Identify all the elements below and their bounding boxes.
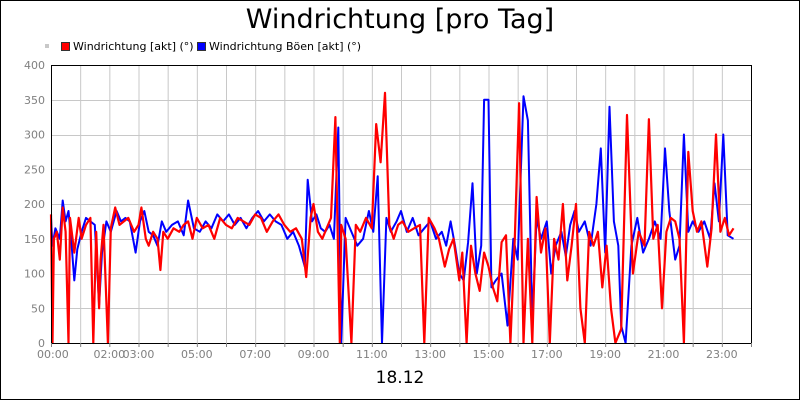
- x-tick-label: 00:00: [37, 348, 69, 361]
- y-tick-label: 250: [24, 163, 45, 176]
- y-tick-label: 300: [24, 129, 45, 142]
- y-tick-label: 100: [24, 268, 45, 281]
- x-tick-label: 21:00: [648, 348, 680, 361]
- x-tick-label: 07:00: [239, 348, 271, 361]
- x-tick-label: 09:00: [298, 348, 330, 361]
- x-tick-label: 02:00: [93, 348, 125, 361]
- y-tick-label: 150: [24, 233, 45, 246]
- y-tick-label: 50: [31, 302, 45, 315]
- y-tick-label: 0: [38, 337, 45, 350]
- x-tick-label: 17:00: [531, 348, 563, 361]
- x-tick-label: 03:00: [123, 348, 155, 361]
- grid: [51, 65, 752, 344]
- y-tick-label: 200: [24, 198, 45, 211]
- legend-label-series-2: Windrichtung Böen [akt] (°): [209, 40, 362, 53]
- y-tick-label: 400: [24, 59, 45, 72]
- x-tick-label: 19:00: [589, 348, 621, 361]
- x-tick-label: 11:00: [356, 348, 388, 361]
- legend-swatch-series-1: [61, 42, 70, 51]
- legend-label-series-1: Windrichtung [akt] (°): [73, 40, 194, 53]
- series-layer: [49, 91, 735, 345]
- y-tick-label: 350: [24, 94, 45, 107]
- x-tick-label: 05:00: [181, 348, 213, 361]
- legend-marker-icon: [45, 44, 49, 48]
- x-axis-label: 18.12: [375, 368, 425, 388]
- legend-swatch-series-2: [197, 42, 206, 51]
- x-tick-label: 13:00: [414, 348, 446, 361]
- series-line-1: [49, 91, 735, 345]
- x-tick-label: 15:00: [473, 348, 505, 361]
- x-tick-label: 23:00: [706, 348, 738, 361]
- chart-title: Windrichtung [pro Tag]: [245, 4, 555, 35]
